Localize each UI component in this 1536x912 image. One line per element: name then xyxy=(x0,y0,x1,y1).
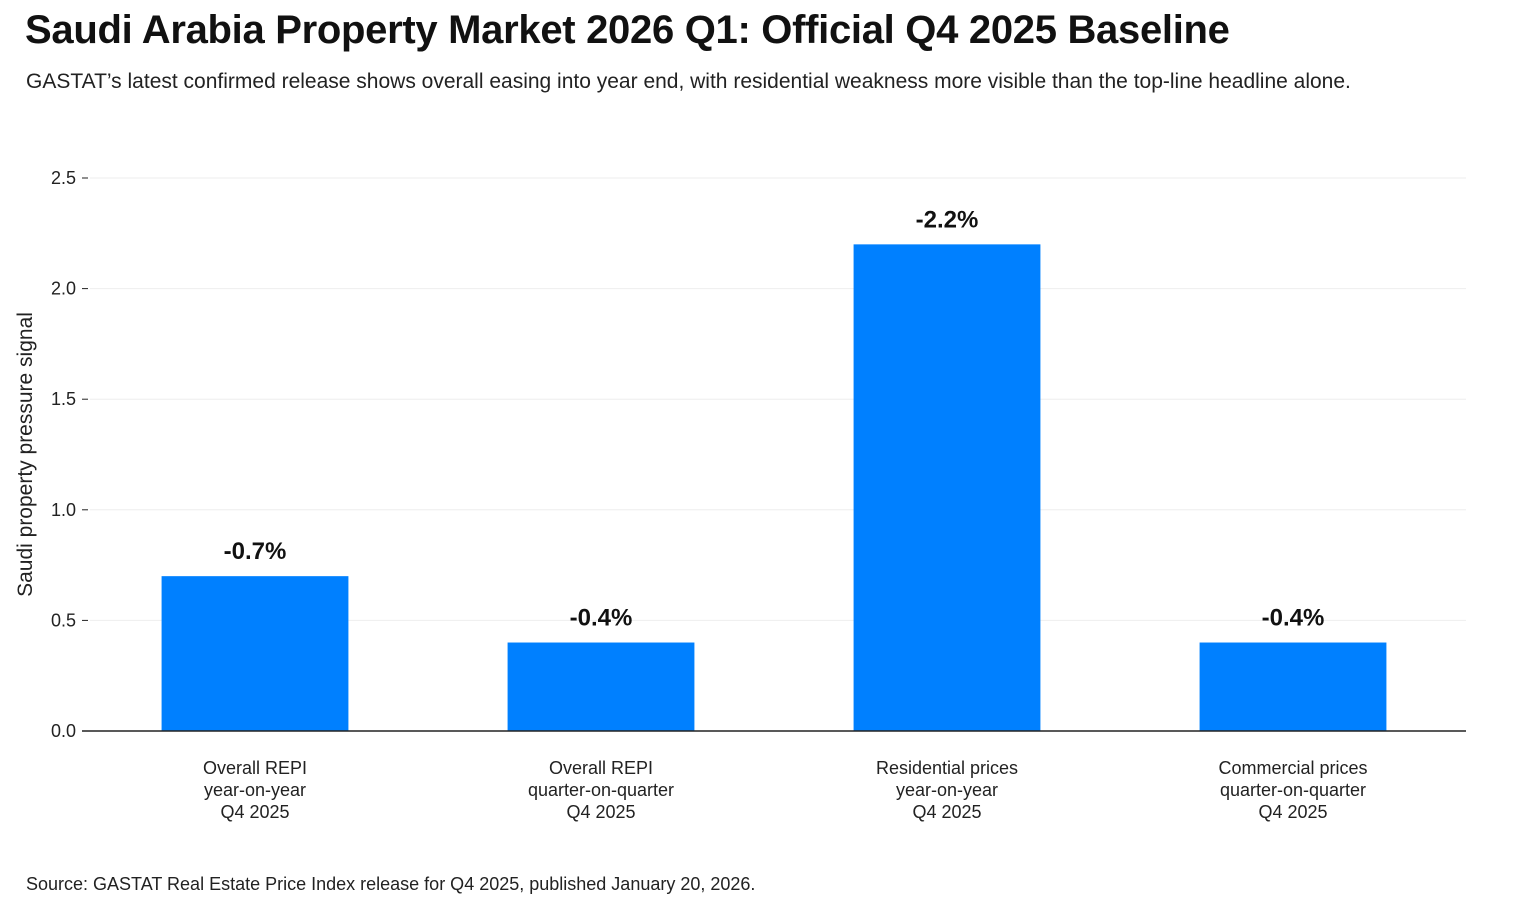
data-label: -0.7% xyxy=(224,538,287,565)
chart-title: Saudi Arabia Property Market 2026 Q1: Of… xyxy=(25,8,1230,52)
y-tick-label: 1.5 xyxy=(51,389,76,409)
data-label: -0.4% xyxy=(1262,605,1325,632)
x-tick-label-line: Residential prices xyxy=(876,758,1018,778)
x-tick-label-line: Q4 2025 xyxy=(566,802,635,822)
x-tick-label-line: year-on-year xyxy=(896,780,998,800)
x-tick-label: Overall REPI quarter-on-quarter Q4 2025 xyxy=(528,758,674,822)
x-tick-label: Residential prices year-on-year Q4 2025 xyxy=(876,758,1018,822)
data-label: -2.2% xyxy=(916,206,979,233)
x-tick-label-line: quarter-on-quarter xyxy=(1220,780,1366,800)
bar xyxy=(507,642,695,731)
x-tick-label-line: Commercial prices xyxy=(1218,758,1367,778)
bars xyxy=(161,244,1387,732)
x-tick-label: Overall REPI year-on-year Q4 2025 xyxy=(203,758,307,822)
x-tick-label-line: Overall REPI xyxy=(549,758,653,778)
chart-subtitle: GASTAT’s latest confirmed release shows … xyxy=(26,70,1351,93)
x-tick-label-line: Overall REPI xyxy=(203,758,307,778)
x-tick-label: Commercial prices quarter-on-quarter Q4 20… xyxy=(1218,758,1367,822)
y-tick-label: 2.5 xyxy=(51,168,76,188)
bar xyxy=(853,244,1041,732)
data-labels: -0.7% -0.4% -2.2% -0.4% xyxy=(224,206,1325,631)
x-tick-label-line: Q4 2025 xyxy=(912,802,981,822)
x-tick-label-line: Q4 2025 xyxy=(1258,802,1327,822)
y-tick-label: 2.0 xyxy=(51,279,76,299)
bar xyxy=(161,576,349,731)
bar xyxy=(1199,642,1387,731)
y-tick-label: 0.0 xyxy=(51,721,76,741)
y-tick-label: 1.0 xyxy=(51,500,76,520)
x-tick-label-line: Q4 2025 xyxy=(220,802,289,822)
data-label: -0.4% xyxy=(570,605,633,632)
y-tick-label: 0.5 xyxy=(51,610,76,630)
source-note: Source: GASTAT Real Estate Price Index r… xyxy=(26,874,756,894)
y-axis-label: Saudi property pressure signal xyxy=(14,312,37,597)
gridlines xyxy=(90,177,1466,621)
x-tick-label-line: quarter-on-quarter xyxy=(528,780,674,800)
x-tick-label-line: year-on-year xyxy=(204,780,306,800)
